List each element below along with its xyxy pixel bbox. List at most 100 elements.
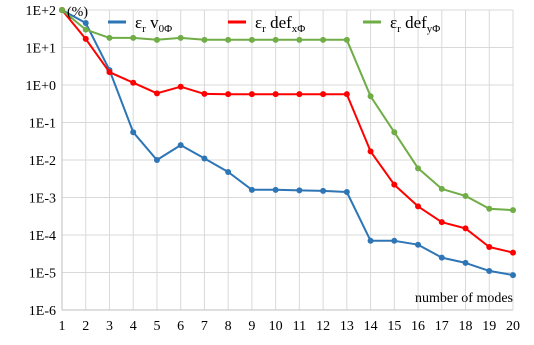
data-point <box>82 35 89 42</box>
y-tick-label: 1E-3 <box>29 192 56 207</box>
y-axis-label: (%) <box>67 5 88 20</box>
legend-entry: εr defxΦ <box>255 13 305 35</box>
data-point <box>296 36 303 43</box>
data-point <box>320 36 327 43</box>
series-lines <box>59 7 516 279</box>
data-point <box>82 26 89 33</box>
x-tick-label: 13 <box>340 319 354 334</box>
y-tick-label: 1E-5 <box>29 267 56 282</box>
data-point <box>272 36 279 43</box>
x-tick-label: 15 <box>387 319 401 334</box>
data-point <box>343 36 350 43</box>
series-line-1 <box>61 9 514 277</box>
data-point <box>272 91 279 98</box>
data-point <box>462 259 469 266</box>
data-point <box>462 192 469 199</box>
data-point <box>486 267 493 274</box>
data-point <box>320 91 327 98</box>
data-point <box>438 219 445 226</box>
y-tick-label: 1E-2 <box>29 154 56 169</box>
data-point <box>248 36 255 43</box>
data-point <box>82 20 89 27</box>
data-point <box>486 205 493 212</box>
data-point <box>510 249 516 256</box>
data-point <box>177 83 184 90</box>
data-point <box>153 90 160 97</box>
data-point <box>201 155 208 162</box>
x-tick-label: 3 <box>106 319 113 334</box>
data-point <box>225 36 232 43</box>
x-tick-label: 19 <box>482 319 496 334</box>
x-tick-label: 16 <box>411 319 425 334</box>
x-tick-label: 7 <box>201 319 208 334</box>
data-point <box>201 36 208 43</box>
data-point <box>272 186 279 193</box>
data-point <box>438 185 445 192</box>
data-point <box>438 254 445 261</box>
data-point <box>177 142 184 149</box>
x-tick-label: 9 <box>248 319 255 334</box>
series-line-2 <box>61 9 514 254</box>
data-point <box>130 129 137 136</box>
data-point <box>201 90 208 97</box>
data-point <box>391 129 398 136</box>
legend-entry: εr v0Φ <box>135 13 172 35</box>
x-tick-label: 2 <box>82 319 89 334</box>
data-point <box>510 207 516 214</box>
x-tick-label: 17 <box>435 319 449 334</box>
data-point <box>296 187 303 194</box>
grid <box>61 9 514 311</box>
x-tick-label: 6 <box>177 319 184 334</box>
x-tick-label: 14 <box>364 319 378 334</box>
data-point <box>415 203 422 210</box>
x-tick-label: 18 <box>459 319 473 334</box>
x-tick-label: 4 <box>130 319 137 334</box>
y-tick-label: 1E+1 <box>26 42 56 57</box>
data-point <box>153 157 160 163</box>
legend-entry: εr defyΦ <box>390 13 440 35</box>
x-tick-label: 1 <box>59 319 66 334</box>
data-point <box>248 186 255 193</box>
data-point <box>106 69 113 76</box>
y-tick-label: 1E-1 <box>29 117 56 132</box>
data-point <box>462 225 469 232</box>
data-point <box>367 148 374 155</box>
x-axis-title: number of modes <box>415 291 513 306</box>
x-tick-label: 12 <box>316 319 330 334</box>
data-point <box>106 34 113 41</box>
data-point <box>486 243 493 250</box>
data-point <box>225 168 232 175</box>
y-tick-label: 1E-4 <box>29 229 56 244</box>
data-point <box>130 34 137 41</box>
data-point <box>225 91 232 98</box>
data-point <box>248 91 255 98</box>
data-point <box>415 165 422 172</box>
data-point <box>343 189 350 196</box>
data-point <box>367 237 374 244</box>
data-point <box>59 7 65 13</box>
data-point <box>391 181 398 188</box>
data-point <box>320 187 327 194</box>
data-point <box>130 79 137 86</box>
data-point <box>153 36 160 43</box>
data-point <box>177 34 184 41</box>
y-tick-label: 1E-6 <box>29 304 56 319</box>
y-tick-label: 1E+2 <box>26 4 56 19</box>
data-point <box>296 91 303 98</box>
legend: εr v0Φ εr defxΦ εr defyΦ <box>108 13 440 35</box>
series-line-3 <box>61 9 514 212</box>
axes <box>61 10 513 311</box>
x-tick-label: 5 <box>153 319 160 334</box>
x-tick-label: 10 <box>269 319 283 334</box>
x-tick-label: 8 <box>225 319 232 334</box>
x-tick-label: 20 <box>506 319 520 334</box>
tick-labels: 1E-61E-51E-41E-31E-21E-11E+01E+11E+21 2 3 4… <box>26 4 520 334</box>
y-tick-label: 1E+0 <box>26 79 56 94</box>
data-point <box>367 93 374 100</box>
x-tick-label: 11 <box>293 319 306 334</box>
data-point <box>510 272 516 279</box>
data-point <box>415 241 422 248</box>
data-point <box>343 91 350 98</box>
data-point <box>391 237 398 244</box>
